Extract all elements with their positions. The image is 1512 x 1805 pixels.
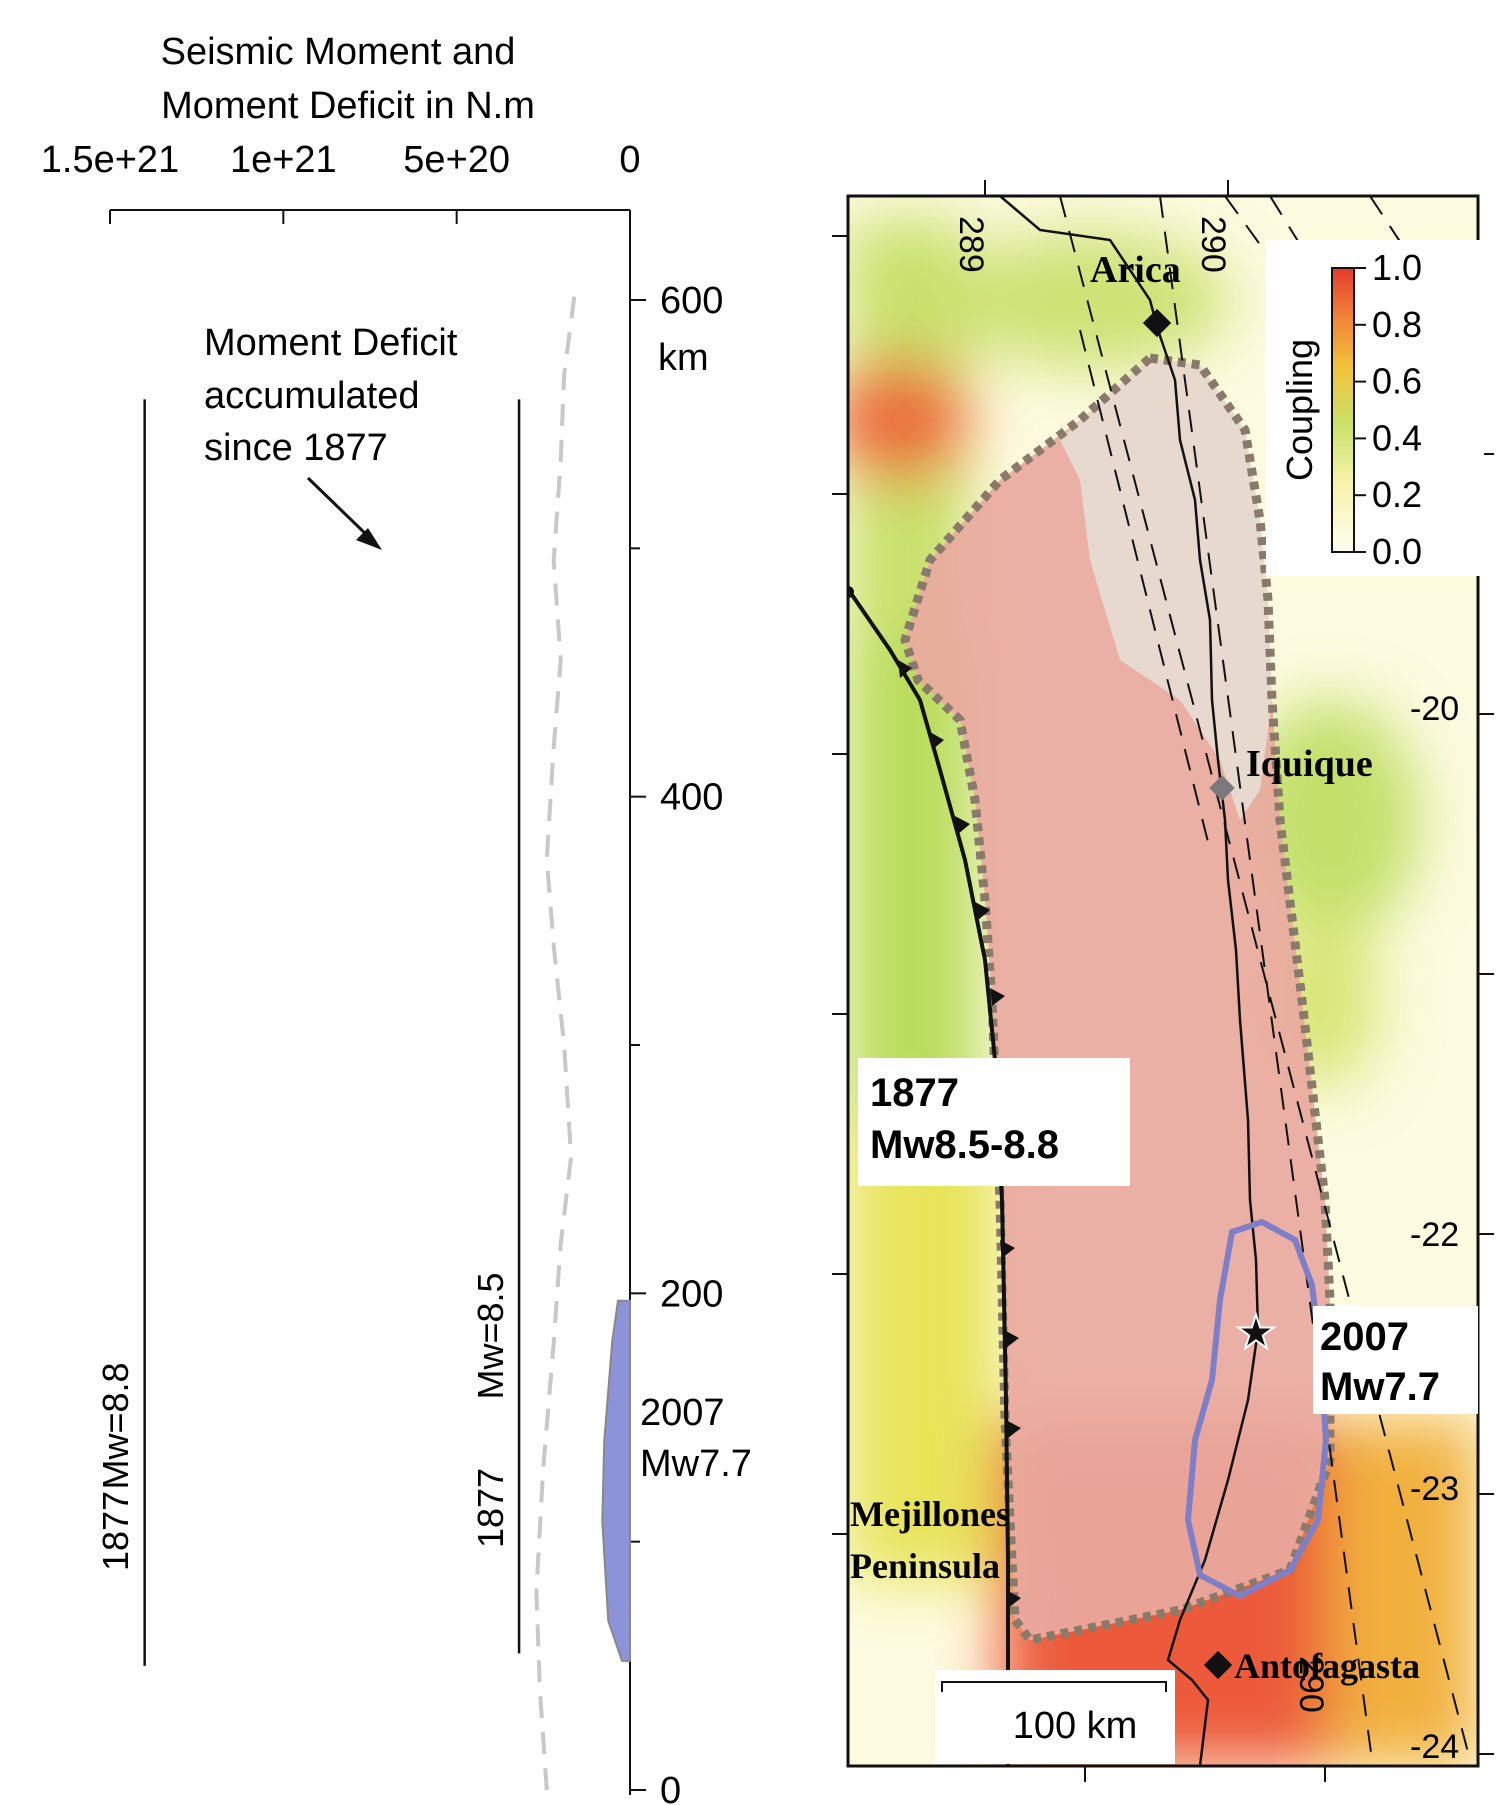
trench-teeth: [898, 660, 1021, 1608]
coastline: [999, 196, 1260, 1766]
city-arica: Arica: [1090, 249, 1181, 338]
colorbar-ticks: 1.0 0.8 0.6 0.4 0.2 0.0: [1354, 247, 1422, 572]
ref-line-b-year: 1877: [470, 1468, 511, 1548]
event-1877-year: 1877: [870, 1071, 959, 1115]
lat-label-24: -24: [1410, 1728, 1459, 1766]
lon-label-289: 289: [952, 216, 990, 273]
ref-line-a-labels: Mw=8.8 1877: [95, 1362, 136, 1571]
moment-panel: Seismic Moment and Moment Deficit in N.m…: [41, 31, 752, 1805]
event-2007-moment-shape: [601, 1299, 631, 1662]
x-tick-label: 5e+20: [403, 139, 510, 181]
panel-title-line1: Seismic Moment and: [161, 31, 516, 73]
event-2007-box: 2007 Mw7.7: [1313, 1306, 1478, 1414]
scale-bar-label: 100 km: [1013, 1705, 1138, 1747]
lat-label-22: -22: [1410, 1216, 1459, 1254]
x-tick-label: 0: [619, 139, 640, 181]
coupling-field: [848, 196, 1478, 1766]
map-frame: [846, 194, 1480, 1768]
subduction-trench: [848, 590, 1010, 1766]
peninsula-label-line2: Peninsula: [850, 1546, 1000, 1586]
moment-deficit-series: [534, 294, 577, 1791]
ref-line-a-mw: Mw=8.8: [95, 1362, 136, 1489]
x-axis-ticks: 1.5e+21 1e+21 5e+20 0: [41, 139, 641, 224]
colorbar-tick-label: 1.0: [1372, 247, 1422, 288]
colorbar-tick-label: 0.8: [1372, 304, 1422, 345]
epicenter-star-icon: ★: [1235, 1306, 1276, 1358]
annotation-line2: accumulated: [204, 375, 419, 417]
panel-title-line2: Moment Deficit in N.m: [161, 85, 535, 127]
colorbar-tick-label: 0.4: [1372, 417, 1422, 458]
colorbar-tick-label: 0.2: [1372, 474, 1422, 515]
city-marker: [1203, 1650, 1233, 1680]
city-iquique: Iquique: [1209, 743, 1373, 801]
lat-label-23: -23: [1410, 1470, 1459, 1508]
reference-lines: [143, 399, 521, 1666]
scale-bar: 100 km: [935, 1670, 1175, 1764]
city-name: Iquique: [1246, 743, 1373, 785]
rupture-1877-outline: [900, 353, 1335, 1645]
city-name: Arica: [1090, 249, 1181, 291]
colorbar: Coupling 1.0 0.8 0.6 0.4 0.2 0.0: [1266, 240, 1484, 576]
annotation-arrow: [306, 476, 382, 550]
x-tick-label: 1.5e+21: [41, 139, 179, 181]
colorbar-tick-label: 0.6: [1372, 361, 1422, 402]
lon-label-290-bottom: 290: [1292, 1656, 1330, 1713]
y-tick-label: 600: [660, 280, 723, 322]
x-tick-label: 1e+21: [230, 139, 337, 181]
city-marker: [1142, 308, 1172, 338]
city-antofagasta: Antofagasta: [1203, 1646, 1420, 1686]
y-tick-label: 400: [660, 777, 723, 819]
lon-label-290-top: 290: [1194, 216, 1232, 273]
lat-label-20: -20: [1410, 690, 1459, 728]
event-2007-year: 2007: [1320, 1315, 1409, 1359]
colorbar-title: Coupling: [1279, 339, 1320, 481]
coupling-map: 289 290 290 -20 -22 -23 -24 Arica Iquiqu…: [832, 180, 1494, 1782]
y-tick-label: 200: [660, 1273, 723, 1315]
event-label-line2: Mw7.7: [640, 1443, 752, 1485]
ref-line-a-year: 1877: [95, 1491, 136, 1571]
city-name: Antofagasta: [1234, 1646, 1420, 1686]
rupture-2007-outline: [1184, 1218, 1330, 1600]
northern-rupture-area: [1060, 358, 1272, 820]
event-1877-magnitude: Mw8.5-8.8: [870, 1123, 1059, 1167]
ref-line-b-mw: Mw=8.5: [470, 1272, 511, 1399]
annotation-line3: since 1877: [204, 427, 388, 469]
event-1877-box: 1877 Mw8.5-8.8: [858, 1058, 1130, 1186]
y-tick-label: 0: [660, 1770, 681, 1805]
event-2007-magnitude: Mw7.7: [1320, 1365, 1440, 1409]
colorbar-gradient: [1331, 267, 1355, 553]
event-label-line1: 2007: [640, 1392, 725, 1434]
colorbar-tick-label: 0.0: [1372, 531, 1422, 572]
peninsula-label-line1: Mejillones: [850, 1494, 1010, 1534]
annotation-line1: Moment Deficit: [204, 322, 458, 364]
ref-line-b-labels: Mw=8.5 1877: [470, 1272, 511, 1548]
y-axis-unit: km: [658, 337, 709, 379]
y-axis-ticks: 600 400 200 0: [630, 280, 723, 1805]
